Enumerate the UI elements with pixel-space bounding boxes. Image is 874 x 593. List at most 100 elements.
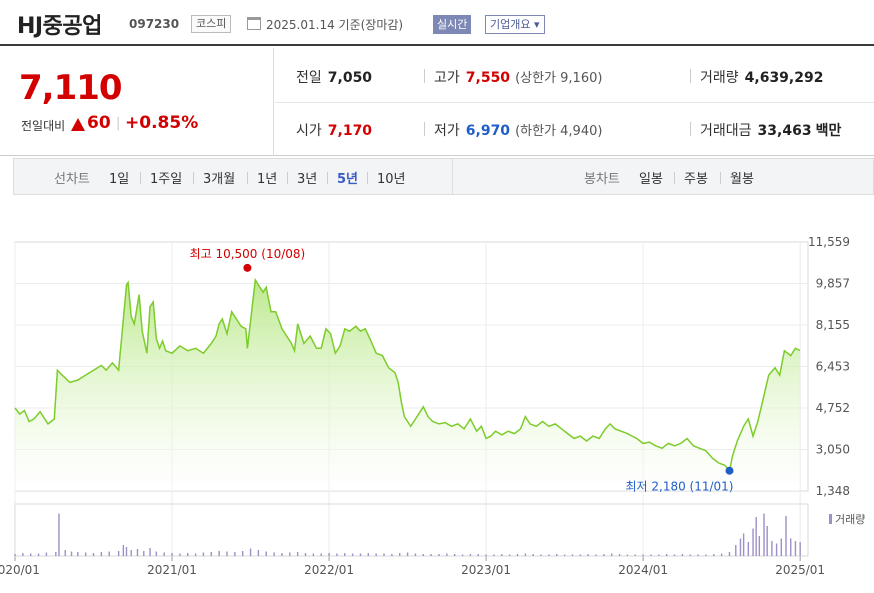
volume-bar: [469, 554, 472, 556]
volume-bar: [414, 553, 417, 556]
volume-bar: [249, 548, 252, 556]
volume-bar: [155, 551, 158, 556]
day-low-label: 저가: [434, 123, 460, 139]
volume-bar: [55, 552, 57, 556]
chevron-down-icon: ▾: [533, 18, 540, 31]
volume-bar: [14, 554, 16, 556]
volume-bar: [658, 554, 660, 556]
volume-bar: [493, 554, 495, 556]
open-label: 시가: [296, 123, 322, 139]
open-price: 시가 7,170: [296, 120, 372, 140]
period-5y[interactable]: 5년: [337, 172, 359, 187]
divider: [690, 122, 691, 136]
volume-bar: [713, 554, 715, 556]
section-divider: [452, 159, 453, 194]
volume-bar: [375, 553, 377, 556]
volume-bar: [799, 542, 801, 556]
volume-bar: [626, 554, 629, 556]
day-high: 고가 7,550 (상한가 9,160): [434, 67, 602, 87]
period-1y[interactable]: 1년: [257, 172, 278, 187]
calendar-icon: [247, 17, 261, 30]
volume-bar: [210, 552, 212, 556]
volume-bar: [532, 554, 534, 556]
y-tick-label: 4,752: [816, 401, 850, 415]
volume-bar: [548, 554, 550, 556]
y-tick-label: 3,050: [816, 443, 850, 457]
volume-bar: [179, 553, 181, 556]
volume-bar: [143, 551, 145, 556]
upper-limit: (상한가 9,160): [515, 71, 603, 86]
volume-bar: [755, 517, 757, 556]
low-marker: [725, 466, 734, 475]
volume-bar: [351, 553, 354, 556]
volume-bar: [70, 551, 73, 556]
volume-bar: [257, 550, 260, 556]
volume-bar: [501, 554, 503, 556]
period-3y[interactable]: 3년: [297, 172, 318, 187]
volume-bar: [37, 553, 40, 556]
low-annotation: 최저 2,180 (11/01): [625, 480, 733, 494]
volume-bar: [611, 553, 613, 556]
volume-bar: [681, 554, 684, 556]
volume-bar: [265, 551, 267, 556]
market-badge: 코스피: [191, 15, 232, 33]
divider: [140, 172, 141, 184]
volume-bar: [780, 538, 783, 556]
volume-bar: [202, 552, 205, 556]
volume-bar: [453, 554, 456, 556]
price-area: [15, 280, 801, 491]
volume-bar: [194, 553, 197, 556]
day-low-value: 6,970: [465, 123, 511, 139]
volume-bar: [758, 536, 761, 556]
volume-bar: [122, 545, 125, 556]
candle-weekly[interactable]: 주봉: [684, 172, 708, 187]
volume-bar: [422, 554, 424, 556]
volume-bar: [130, 550, 132, 556]
volume-bar: [149, 548, 151, 556]
volume-bar: [117, 551, 120, 556]
volume-bar: [30, 553, 32, 556]
candle-monthly[interactable]: 월봉: [730, 172, 754, 187]
period-1d[interactable]: 1일: [109, 172, 130, 187]
divider: [424, 122, 425, 136]
divider: [674, 172, 675, 184]
volume-bar: [304, 553, 307, 556]
volume-bar: [516, 554, 519, 556]
volume-bar: [587, 554, 589, 556]
period-3m[interactable]: 3개월: [203, 172, 236, 187]
divider: [247, 172, 248, 184]
x-tick-label: 2022/01: [304, 563, 354, 577]
day-high-label: 고가: [434, 70, 460, 86]
candle-daily[interactable]: 일봉: [639, 172, 663, 187]
x-tick-label: 2021/01: [147, 563, 197, 577]
company-info-dropdown[interactable]: 기업개요 ▾: [485, 15, 545, 34]
volume-bar: [430, 554, 432, 556]
change-value: 60: [87, 113, 111, 133]
volume-bar: [556, 554, 558, 556]
divider: [287, 172, 288, 184]
y-tick-label: 8,155: [816, 318, 850, 332]
trade-amount-label: 거래대금: [700, 123, 752, 139]
row-divider: [275, 102, 874, 103]
volume-bar: [735, 545, 737, 556]
prev-close-value: 7,050: [327, 70, 373, 86]
date-basis: 기준(장마감): [338, 18, 404, 32]
volume-bar: [775, 543, 778, 556]
realtime-button[interactable]: 실시간: [433, 15, 472, 34]
volume-bar: [742, 533, 745, 556]
prev-close: 전일 7,050: [296, 67, 372, 87]
period-1w[interactable]: 1주일: [150, 172, 183, 187]
stock-name: HJ중공업: [17, 14, 102, 39]
period-10y[interactable]: 10년: [377, 172, 406, 187]
line-chart-label: 선차트: [54, 172, 90, 187]
current-price: 7,110: [19, 68, 123, 108]
volume-bar: [747, 542, 750, 556]
volume-bar: [763, 513, 765, 556]
volume-bar: [367, 553, 370, 556]
volume-bar: [391, 554, 393, 556]
x-tick-label: 2023/01: [461, 563, 511, 577]
volume-bar: [689, 554, 691, 556]
volume-bar: [45, 552, 48, 556]
date-value: 2025.01.14: [266, 18, 335, 32]
volume-value: 4,639,292: [744, 70, 824, 86]
